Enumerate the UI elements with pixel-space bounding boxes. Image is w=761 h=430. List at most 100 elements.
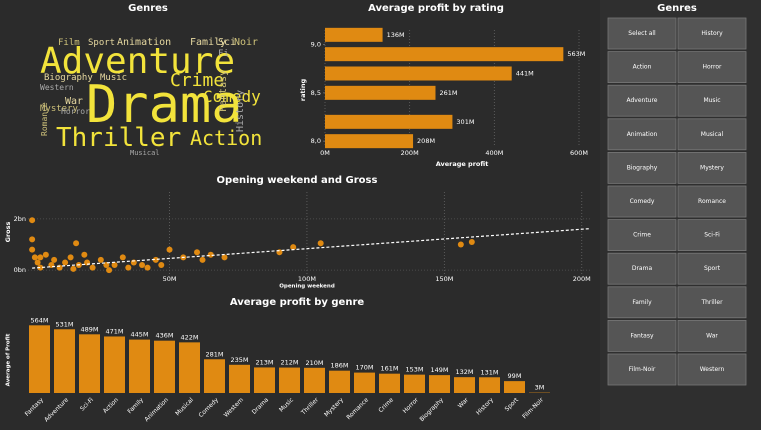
scatter-point	[166, 246, 173, 253]
slicer-button[interactable]	[677, 286, 747, 319]
slicer-label[interactable]: Romance	[698, 198, 726, 205]
slicer-button[interactable]	[677, 219, 747, 252]
bar	[254, 367, 275, 393]
slicer-label[interactable]: Sport	[704, 265, 721, 272]
x-axis-label: Average profit	[436, 160, 489, 168]
slicer-button[interactable]	[677, 353, 747, 386]
slicer-button[interactable]	[607, 252, 677, 285]
slicer-button[interactable]	[677, 51, 747, 83]
y-tick-label: 0bn	[14, 266, 26, 274]
chart-title: Average profit by genre	[230, 297, 365, 308]
slicer-button[interactable]	[677, 17, 747, 50]
value-label: 213M	[255, 358, 273, 366]
slicer-label[interactable]: Action	[633, 64, 652, 71]
slicer-button[interactable]	[607, 118, 677, 151]
slicer-button[interactable]	[607, 17, 677, 50]
x-tick-label: 50M	[163, 275, 177, 283]
slicer-label[interactable]: Film-Noir	[629, 366, 656, 373]
value-label: 489M	[80, 325, 98, 333]
slicer-label[interactable]: Western	[700, 366, 725, 373]
scatter-point	[468, 238, 475, 245]
bar	[329, 370, 350, 393]
slicer-label[interactable]: Thriller	[700, 299, 723, 306]
slicer-label[interactable]: Mystery	[700, 164, 724, 171]
value-label: 212M	[280, 359, 298, 367]
slicer-button[interactable]	[607, 319, 677, 352]
slicer-label[interactable]: Comedy	[630, 198, 655, 205]
x-tick-label: 100M	[298, 275, 316, 283]
slicer-button[interactable]	[607, 286, 677, 319]
scatter-point	[70, 265, 77, 272]
slicer-button[interactable]	[677, 252, 747, 285]
slicer-button[interactable]	[607, 151, 677, 184]
value-label: 131M	[480, 368, 498, 376]
wordcloud-word: History	[235, 90, 246, 132]
slicer-button[interactable]	[607, 219, 677, 252]
bar	[325, 27, 383, 42]
slicer-button[interactable]	[677, 319, 747, 352]
slicer-label[interactable]: Musical	[701, 131, 724, 138]
slicer-button[interactable]	[607, 51, 677, 83]
y-tick-label: 9,0	[311, 41, 321, 49]
bar	[479, 377, 500, 393]
wordcloud-word: Mystery	[40, 104, 79, 114]
slicer-label[interactable]: Drama	[632, 265, 653, 272]
wordcloud-word: Western	[40, 83, 74, 92]
slicer-button[interactable]	[607, 353, 677, 386]
y-axis-label: rating	[299, 79, 307, 102]
bar	[404, 374, 425, 393]
slicer-label[interactable]: Animation	[627, 131, 658, 138]
slicer-label[interactable]: Select all	[628, 30, 656, 37]
x-tick-label: 200M	[401, 149, 419, 157]
slicer-label[interactable]: Horror	[702, 64, 722, 71]
scatter-point	[152, 256, 159, 263]
wordcloud-word: Romance	[40, 102, 49, 136]
slicer-label[interactable]: Crime	[633, 232, 651, 239]
value-label: 422M	[180, 333, 198, 341]
slicer-button[interactable]	[677, 118, 747, 151]
scatter-point	[29, 246, 36, 253]
value-label: 563M	[567, 50, 585, 58]
chart-title: Opening weekend and Gross	[217, 175, 378, 186]
wordcloud-word: Musical	[130, 149, 160, 157]
wordcloud-word: War	[65, 96, 83, 107]
wordcloud-word: Action	[190, 126, 262, 150]
x-axis-label: Opening weekend	[279, 284, 335, 290]
slicer-button[interactable]	[677, 151, 747, 184]
x-tick-label: 400M	[485, 149, 503, 157]
slicer-button[interactable]	[607, 84, 677, 117]
bar	[229, 364, 250, 393]
scatter-point	[29, 217, 36, 224]
scatter-point	[81, 251, 88, 258]
slicer-label[interactable]: Fantasy	[630, 332, 654, 339]
scatter-point	[89, 264, 96, 271]
scatter-point	[111, 262, 118, 269]
bar	[279, 367, 300, 393]
slicer-label[interactable]: Sci-Fi	[704, 232, 720, 239]
wordcloud-word: Sci	[218, 37, 236, 48]
value-label: 170M	[355, 364, 373, 372]
value-label: 564M	[30, 316, 48, 324]
bar	[204, 359, 225, 393]
slicer-label[interactable]: Adventure	[626, 97, 657, 104]
bar	[129, 339, 150, 393]
slicer-button[interactable]	[677, 185, 747, 218]
chart-title: Average profit by rating	[368, 3, 504, 14]
x-tick-label: 0M	[320, 149, 330, 157]
wordcloud-title: Genres	[128, 3, 168, 14]
bar	[29, 325, 50, 393]
slicer-label[interactable]: Biography	[627, 164, 658, 171]
bar	[104, 336, 125, 393]
slicer-label[interactable]: Family	[632, 299, 652, 306]
slicer-button[interactable]	[607, 185, 677, 218]
scatter-point	[34, 259, 41, 266]
wordcloud-word: Noir	[234, 37, 258, 48]
slicer-label[interactable]: Music	[703, 97, 720, 104]
bar	[325, 47, 564, 62]
slicer-button[interactable]	[677, 84, 747, 117]
bar	[454, 377, 475, 393]
slicer-label[interactable]: War	[706, 332, 718, 339]
slicer-label[interactable]: History	[701, 30, 723, 37]
scatter-point	[42, 251, 49, 258]
